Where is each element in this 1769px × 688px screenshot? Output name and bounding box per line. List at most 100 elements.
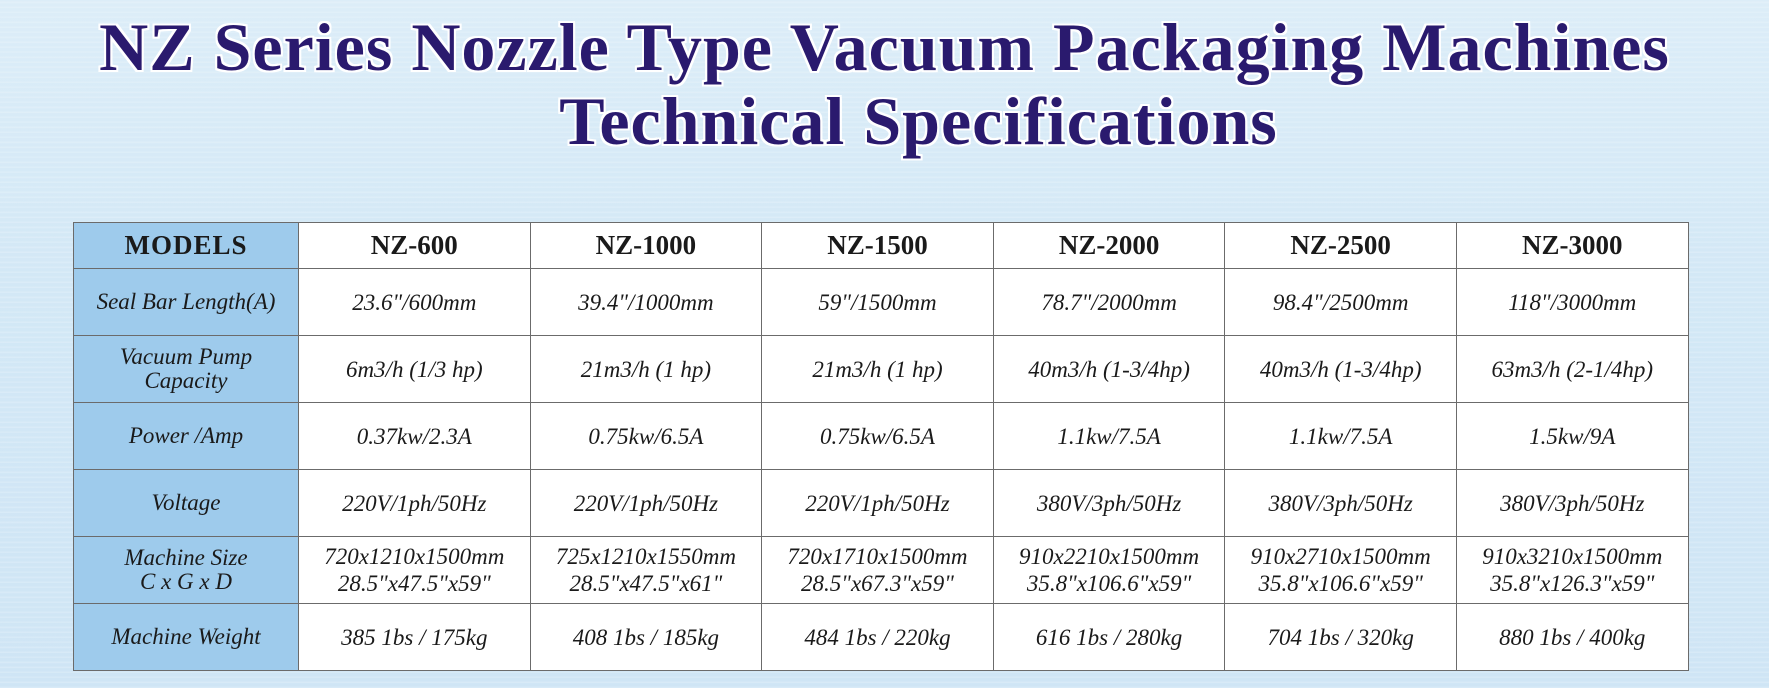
table-cell: 40m3/h (1-3/4hp) [1224, 335, 1457, 403]
table-cell: 380V/3ph/50Hz [1224, 469, 1457, 537]
table-cell: 385 1bs / 175kg [298, 603, 531, 671]
table-cell: 220V/1ph/50Hz [298, 469, 531, 537]
table-cell: 910x3210x1500mm 35.8"x126.3"x59" [1455, 536, 1689, 604]
cell-line: 1.1kw/7.5A [1288, 423, 1393, 449]
table-cell: 704 1bs / 320kg [1224, 603, 1457, 671]
model-header: NZ-600 [298, 222, 531, 269]
table-cell: 220V/1ph/50Hz [761, 469, 994, 537]
cell-line: 0.75kw/6.5A [819, 423, 935, 449]
model-header: NZ-1500 [761, 222, 994, 269]
cell-line: 380V/3ph/50Hz [1500, 490, 1645, 516]
table-cell: 616 1bs / 280kg [992, 603, 1226, 671]
cell-line: 1.1kw/7.5A [1057, 423, 1161, 449]
table-cell: 910x2210x1500mm 35.8"x106.6"x59" [992, 536, 1226, 604]
cell-line: 720x1710x1500mm [787, 544, 968, 569]
model-header: NZ-2000 [992, 222, 1226, 269]
table-row: Vacuum Pump Capacity 6m3/h (1/3 hp) 21m3/h … [73, 335, 1689, 403]
spec-table: MODELS NZ-600 NZ-1000 NZ-1500 NZ-2000 NZ… [73, 222, 1689, 671]
table-cell: 720x1710x1500mm 28.5"x67.3"x59" [761, 536, 994, 604]
cell-line: 35.8"x106.6"x59" [1026, 571, 1192, 596]
cell-line: 0.75kw/6.5A [588, 423, 704, 449]
table-cell: 21m3/h (1 hp) [529, 335, 763, 403]
cell-line: 910x2710x1500mm [1250, 544, 1431, 569]
cell-line: 78.7"/2000mm [1041, 289, 1177, 315]
table-cell: 725x1210x1550mm 28.5"x47.5"x61" [529, 536, 763, 604]
cell-line: 1.5kw/9A [1529, 423, 1616, 449]
models-header: MODELS [73, 222, 299, 269]
table-cell: 1.1kw/7.5A [992, 402, 1226, 470]
table-cell: 78.7"/2000mm [992, 268, 1226, 336]
row-label: Vacuum Pump Capacity [73, 335, 299, 403]
cell-line: 23.6"/600mm [352, 289, 477, 315]
cell-line: 40m3/h (1-3/4hp) [1259, 356, 1422, 382]
cell-line: 28.5"x47.5"x59" [337, 571, 491, 596]
table-cell: 23.6"/600mm [298, 268, 531, 336]
cell-line: 220V/1ph/50Hz [342, 490, 487, 516]
table-cell: 21m3/h (1 hp) [761, 335, 994, 403]
cell-line: 220V/1ph/50Hz [573, 490, 719, 516]
table-cell: 63m3/h (2-1/4hp) [1455, 335, 1689, 403]
row-label-line: Capacity [144, 368, 228, 393]
cell-line: 220V/1ph/50Hz [805, 490, 950, 516]
model-header: NZ-3000 [1455, 222, 1689, 269]
cell-line: 616 1bs / 280kg [1035, 624, 1183, 650]
table-cell: 39.4"/1000mm [529, 268, 763, 336]
table-cell: 0.37kw/2.3A [298, 402, 531, 470]
row-label: Machine Size C x G x D [73, 536, 299, 604]
cell-line: 910x2210x1500mm [1019, 544, 1200, 569]
table-row: Power /Amp 0.37kw/2.3A 0.75kw/6.5A 0.75kw/6… [73, 402, 1689, 470]
model-header: NZ-2500 [1224, 222, 1457, 269]
cell-line: 28.5"x47.5"x61" [569, 571, 723, 596]
table-row: Machine Size C x G x D 720x1210x1500mm 28.5… [73, 536, 1689, 604]
cell-line: 28.5"x67.3"x59" [801, 571, 954, 596]
row-label-line: Seal Bar Length(A) [96, 289, 276, 314]
table-cell: 220V/1ph/50Hz [529, 469, 763, 537]
table-cell: 484 1bs / 220kg [761, 603, 994, 671]
table-header-row: MODELS NZ-600 NZ-1000 NZ-1500 NZ-2000 NZ… [73, 222, 1689, 269]
row-label: Machine Weight [73, 603, 299, 671]
cell-line: 408 1bs / 185kg [572, 624, 720, 650]
table-cell: 880 1bs / 400kg [1455, 603, 1689, 671]
table-cell: 118"/3000mm [1455, 268, 1689, 336]
row-label-line: Machine Weight [111, 624, 261, 649]
cell-line: 720x1210x1500mm [324, 544, 505, 569]
table-cell: 98.4"/2500mm [1224, 268, 1457, 336]
cell-line: 35.8"x106.6"x59" [1258, 571, 1423, 596]
spec-table-body: Seal Bar Length(A) 23.6"/600mm 39.4"/1000m… [73, 268, 1689, 671]
cell-line: 0.37kw/2.3A [356, 423, 472, 449]
row-label-line: Power /Amp [128, 423, 244, 448]
row-label-line: C x G x D [140, 569, 232, 594]
cell-line: 21m3/h (1 hp) [812, 356, 943, 382]
table-cell: 910x2710x1500mm 35.8"x106.6"x59" [1224, 536, 1457, 604]
table-cell: 408 1bs / 185kg [529, 603, 763, 671]
cell-line: 39.4"/1000mm [578, 289, 714, 315]
table-cell: 40m3/h (1-3/4hp) [992, 335, 1226, 403]
cell-line: 910x3210x1500mm [1482, 544, 1663, 569]
cell-line: 35.8"x126.3"x59" [1490, 571, 1655, 596]
page-subtitle: Technical Specifications [559, 83, 1278, 159]
cell-line: 484 1bs / 220kg [804, 624, 951, 650]
row-label: Voltage [73, 469, 299, 537]
row-label-line: Voltage [151, 490, 221, 515]
table-cell: 0.75kw/6.5A [761, 402, 994, 470]
table-cell: 59"/1500mm [761, 268, 994, 336]
table-cell: 720x1210x1500mm 28.5"x47.5"x59" [298, 536, 531, 604]
table-cell: 380V/3ph/50Hz [992, 469, 1226, 537]
table-cell: 0.75kw/6.5A [529, 402, 763, 470]
cell-line: 725x1210x1550mm [555, 544, 736, 569]
table-cell: 380V/3ph/50Hz [1455, 469, 1689, 537]
row-label: Power /Amp [73, 402, 299, 470]
table-cell: 6m3/h (1/3 hp) [298, 335, 531, 403]
table-row: Seal Bar Length(A) 23.6"/600mm 39.4"/1000m… [73, 268, 1689, 336]
cell-line: 59"/1500mm [818, 289, 937, 315]
cell-line: 98.4"/2500mm [1272, 289, 1409, 315]
cell-line: 118"/3000mm [1508, 289, 1637, 315]
cell-line: 40m3/h (1-3/4hp) [1028, 356, 1190, 382]
table-cell: 1.1kw/7.5A [1224, 402, 1457, 470]
row-label: Seal Bar Length(A) [73, 268, 299, 336]
cell-line: 21m3/h (1 hp) [580, 356, 712, 382]
cell-line: 385 1bs / 175kg [341, 624, 488, 650]
table-row: Machine Weight 385 1bs / 175kg 408 1bs / 1… [73, 603, 1689, 671]
cell-line: 704 1bs / 320kg [1267, 624, 1414, 650]
cell-line: 380V/3ph/50Hz [1268, 490, 1413, 516]
